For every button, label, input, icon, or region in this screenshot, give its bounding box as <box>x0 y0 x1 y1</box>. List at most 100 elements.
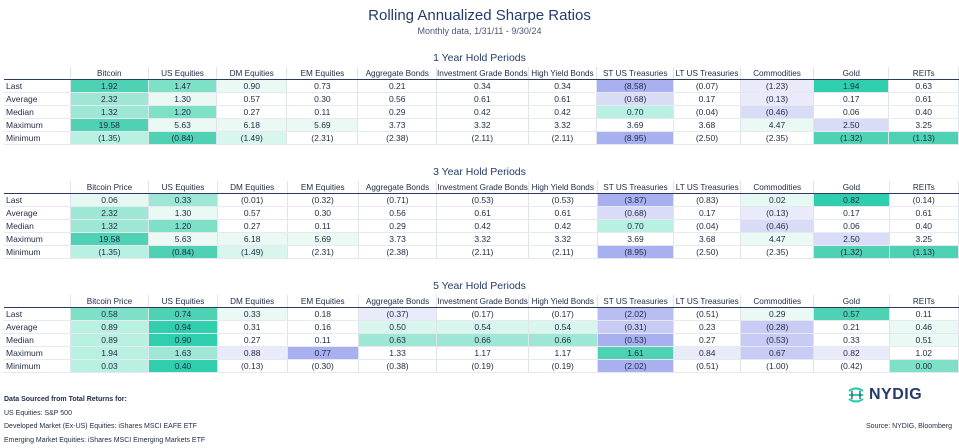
row-label: Median <box>4 219 71 233</box>
value-cell: (2.31) <box>287 245 359 259</box>
value-cell: (2.38) <box>358 245 438 259</box>
value-cell: 1.02 <box>889 346 959 360</box>
value-cell: (1.32) <box>813 245 890 259</box>
value-cell: 0.74 <box>148 307 218 321</box>
column-header: Bitcoin Price <box>70 295 150 308</box>
value-cell: 0.84 <box>673 346 742 360</box>
column-header: Investment Grade Bonds <box>436 181 529 194</box>
table-row: Minimum (1.35) (0.84) (1.49) (2.31) (2.38) (2.… <box>4 131 959 145</box>
value-cell: (8.95) <box>596 131 674 145</box>
column-header: LT US Treasuries <box>673 181 742 194</box>
column-header: REITs <box>889 295 959 308</box>
value-cell: 0.27 <box>216 105 288 119</box>
value-cell: 3.69 <box>597 232 675 246</box>
value-cell: 0.70 <box>596 105 674 119</box>
chart-subtitle: Monthly data, 1/31/11 - 9/30/24 <box>417 26 542 36</box>
value-cell: 0.57 <box>813 307 890 321</box>
value-cell: 0.23 <box>673 320 742 334</box>
value-cell: 0.31 <box>217 320 288 334</box>
column-header: Commodities <box>740 295 815 308</box>
row-label: Minimum <box>4 131 71 145</box>
value-cell: 0.42 <box>528 105 598 119</box>
value-cell: (1.35) <box>70 245 150 259</box>
value-cell: (0.46) <box>740 219 815 233</box>
value-cell: (0.17) <box>436 307 529 321</box>
column-header: LT US Treasuries <box>673 295 742 308</box>
value-cell: 0.27 <box>217 333 288 347</box>
column-header: EM Equities <box>287 295 359 308</box>
value-cell: (0.83) <box>673 193 742 207</box>
value-cell: 0.30 <box>287 206 359 220</box>
value-cell: (2.11) <box>528 131 598 145</box>
value-cell: 3.68 <box>673 232 742 246</box>
value-cell: (0.04) <box>673 219 742 233</box>
value-cell: 0.57 <box>216 92 288 106</box>
value-cell: (1.35) <box>70 131 149 145</box>
value-cell: (0.84) <box>148 245 218 259</box>
table-row: Average 2.32 1.30 0.57 0.30 0.56 0.61 0.61 (0.68… <box>4 92 959 106</box>
value-cell: 0.61 <box>888 92 959 106</box>
value-cell: 0.66 <box>528 333 598 347</box>
value-cell: 1.94 <box>813 79 890 93</box>
value-cell: (0.28) <box>740 320 815 334</box>
value-cell: (0.84) <box>148 131 218 145</box>
column-header: Investment Grade Bonds <box>436 295 529 308</box>
value-cell: 5.63 <box>148 118 218 132</box>
column-header: Aggregate Bonds <box>358 295 438 308</box>
value-cell: 0.06 <box>70 193 150 207</box>
value-cell: 0.34 <box>528 79 598 93</box>
value-cell: 0.17 <box>673 92 741 106</box>
value-cell: 0.70 <box>597 219 675 233</box>
value-cell: 0.17 <box>813 206 890 220</box>
row-label: Median <box>4 105 71 119</box>
chart-title: Rolling Annualized Sharpe Ratios <box>368 7 591 24</box>
value-cell: 5.69 <box>286 118 359 132</box>
value-cell: (0.17) <box>528 307 598 321</box>
header-corner <box>4 181 71 194</box>
value-cell: 3.32 <box>528 232 598 246</box>
column-header: US Equities <box>148 67 218 80</box>
value-cell: (0.53) <box>436 193 529 207</box>
value-cell: (2.02) <box>597 359 675 373</box>
table-row: Median 1.32 1.20 0.27 0.11 0.29 0.42 0.42 0.70 (0… <box>4 105 959 119</box>
table-row: Median 0.89 0.90 0.27 0.11 0.63 0.66 0.66 (0.53)… <box>4 333 959 347</box>
value-cell: 0.61 <box>436 92 529 106</box>
value-cell: 5.69 <box>287 232 359 246</box>
value-cell: (8.58) <box>596 79 674 93</box>
row-label: Last <box>4 79 71 93</box>
value-cell: 1.47 <box>148 79 218 93</box>
value-cell: (1.32) <box>813 131 890 145</box>
value-cell: 2.32 <box>70 206 150 220</box>
row-label: Maximum <box>4 346 71 360</box>
value-cell: 0.94 <box>148 320 218 334</box>
value-cell: 0.57 <box>217 206 288 220</box>
value-cell: 0.34 <box>436 79 529 93</box>
value-cell: 0.56 <box>357 92 437 106</box>
row-label: Average <box>4 320 71 334</box>
value-cell: 2.50 <box>813 118 890 132</box>
value-cell: 0.40 <box>888 105 959 119</box>
value-cell: 0.11 <box>287 333 359 347</box>
value-cell: 4.47 <box>740 118 815 132</box>
value-cell: 0.61 <box>528 92 598 106</box>
header-row: Bitcoin US Equities DM Equities EM Equities… <box>4 67 959 80</box>
value-cell: (2.35) <box>740 131 815 145</box>
value-cell: 0.63 <box>888 79 959 93</box>
value-cell: 1.32 <box>70 105 149 119</box>
value-cell: (0.13) <box>740 206 815 220</box>
column-header: Investment Grade Bonds <box>436 67 529 80</box>
value-cell: 0.33 <box>148 193 218 207</box>
header-corner <box>4 67 71 80</box>
column-header: US Equities <box>148 295 218 308</box>
value-cell: 0.29 <box>358 219 438 233</box>
column-header: Aggregate Bonds <box>358 181 438 194</box>
header-row: Bitcoin Price US Equities DM Equities EM Eq… <box>4 295 959 308</box>
column-header: ST US Treasuries <box>596 67 674 80</box>
value-cell: (0.51) <box>673 359 742 373</box>
value-cell: 1.61 <box>597 346 675 360</box>
value-cell: 0.00 <box>889 359 959 373</box>
value-cell: (1.13) <box>888 131 959 145</box>
value-cell: (1.23) <box>740 79 815 93</box>
value-cell: 1.92 <box>70 79 149 93</box>
value-cell: (8.95) <box>597 245 675 259</box>
